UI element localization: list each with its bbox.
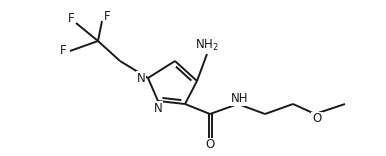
Text: O: O <box>205 139 215 151</box>
Text: F: F <box>104 10 110 22</box>
Text: NH: NH <box>231 93 249 105</box>
Text: F: F <box>68 12 74 24</box>
Text: F: F <box>60 44 66 58</box>
Text: O: O <box>312 112 322 125</box>
Text: N: N <box>154 102 163 115</box>
Text: NH$_2$: NH$_2$ <box>195 37 219 53</box>
Text: N: N <box>137 71 146 85</box>
